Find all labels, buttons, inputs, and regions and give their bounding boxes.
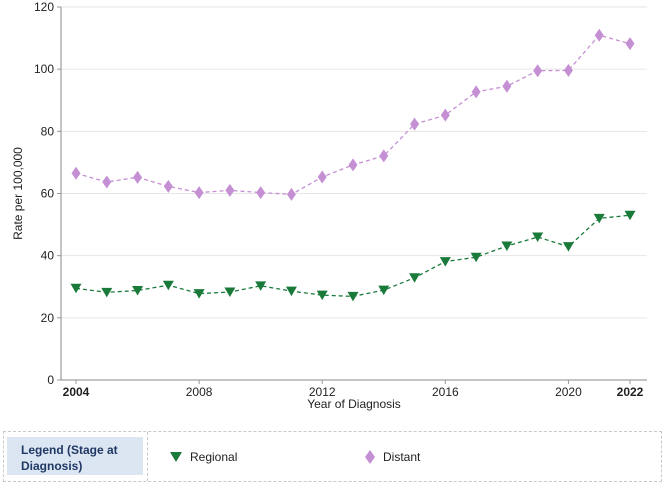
data-point-distant: [533, 64, 543, 78]
data-point-regional: [439, 257, 451, 267]
data-point-regional: [378, 285, 390, 296]
data-point-regional: [132, 285, 144, 296]
y-tick-label: 120: [34, 0, 54, 14]
data-point-regional: [224, 287, 236, 298]
y-tick-label: 80: [41, 124, 55, 138]
data-point-distant: [502, 79, 512, 93]
data-point-distant: [625, 37, 635, 51]
data-point-distant: [317, 170, 327, 184]
legend-item-distant[interactable]: Distant: [365, 447, 420, 467]
data-point-distant: [256, 186, 266, 200]
legend: Legend (Stage at Diagnosis) Regional Dis…: [3, 431, 662, 482]
data-point-regional: [285, 286, 297, 297]
legend-divider: [147, 432, 148, 481]
triangle-down-icon: [170, 452, 182, 462]
data-point-distant: [594, 28, 604, 42]
data-point-regional: [70, 283, 82, 294]
data-point-distant: [471, 85, 481, 99]
data-point-distant: [133, 170, 143, 184]
chart-svg: 0 20 40 60 80 100 120 2004 2008 2012 2016 2020 2022 Y…: [11, 0, 647, 411]
data-point-distant: [379, 149, 389, 163]
data-point-regional: [532, 232, 544, 243]
data-point-regional: [101, 287, 113, 298]
legend-label-regional: Regional: [190, 450, 238, 464]
data-point-regional: [624, 210, 636, 221]
data-point-distant: [163, 179, 173, 193]
data-point-regional: [347, 291, 359, 302]
data-point-regional: [255, 281, 267, 291]
x-tick-label: 2012: [309, 385, 336, 399]
data-point-regional: [316, 290, 328, 301]
legend-label-distant: Distant: [383, 450, 421, 464]
data-point-regional: [470, 252, 482, 263]
data-point-distant: [286, 187, 296, 201]
data-point-distant: [71, 166, 81, 180]
data-point-regional: [193, 289, 205, 299]
y-tick-label: 20: [41, 311, 55, 325]
x-tick-label: 2020: [555, 385, 582, 399]
data-point-regional: [562, 242, 574, 252]
data-point-regional: [409, 273, 421, 283]
data-point-distant: [225, 183, 235, 197]
y-axis-title: Rate per 100,000: [11, 147, 25, 240]
data-point-regional: [593, 213, 605, 224]
x-tick-label: 2022: [617, 385, 644, 399]
data-point-distant: [102, 175, 112, 189]
x-tick-label: 2008: [186, 385, 213, 399]
y-tick-label: 40: [41, 249, 55, 263]
data-point-distant: [563, 63, 573, 77]
data-point-distant: [348, 158, 358, 172]
y-tick-label: 100: [34, 62, 54, 76]
y-tick-label: 60: [41, 187, 55, 201]
legend-item-regional[interactable]: Regional: [170, 447, 237, 467]
data-point-regional: [162, 280, 174, 291]
line-chart: 0 20 40 60 80 100 120 2004 2008 2012 2016 2020 2022 Y…: [11, 0, 647, 411]
legend-title: Legend (Stage at Diagnosis): [7, 437, 143, 475]
data-point-regional: [501, 241, 513, 252]
data-point-distant: [410, 117, 420, 131]
diamond-icon: [365, 450, 375, 464]
y-tick-label: 0: [47, 373, 54, 387]
x-tick-label: 2004: [63, 385, 90, 399]
x-tick-label: 2016: [432, 385, 459, 399]
data-point-distant: [194, 186, 204, 200]
data-point-distant: [440, 108, 450, 122]
x-axis-title: Year of Diagnosis: [307, 397, 401, 411]
